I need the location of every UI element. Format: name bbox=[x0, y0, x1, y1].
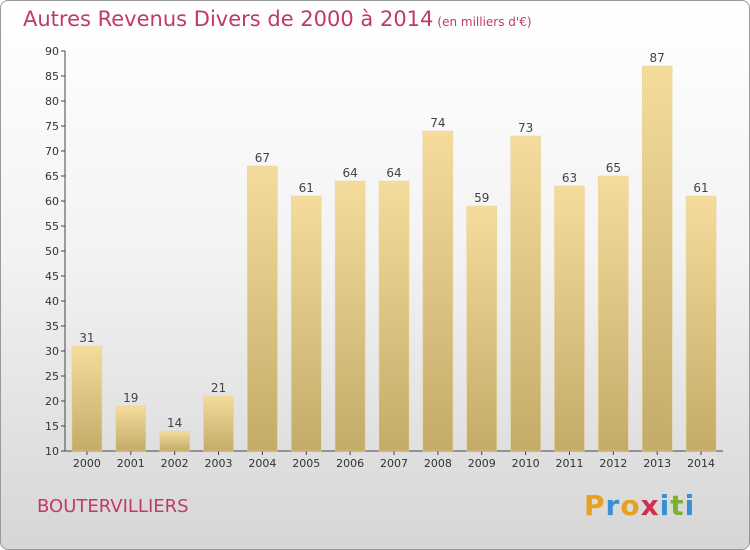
x-tick-label: 2005 bbox=[292, 457, 320, 470]
axes: 10 15 20 25 30 35 40 45 50 55 60 65 70 75 80 85 90 2000 20… bbox=[45, 45, 723, 470]
data-label: 59 bbox=[474, 191, 489, 205]
x-tick-label: 2002 bbox=[161, 457, 189, 470]
location-label: BOUTERVILLIERS bbox=[37, 496, 189, 517]
y-tick-label: 60 bbox=[45, 195, 59, 208]
logo-letter: o bbox=[620, 489, 641, 522]
logo-letter: t bbox=[670, 489, 685, 522]
bar-2001 bbox=[115, 405, 147, 452]
data-label: 61 bbox=[299, 181, 314, 195]
bar-2005 bbox=[291, 195, 322, 452]
y-tick-label: 35 bbox=[45, 320, 59, 333]
bar-2007 bbox=[378, 180, 410, 452]
x-tick-label: 2013 bbox=[643, 457, 671, 470]
x-tick-label: 2014 bbox=[687, 457, 715, 470]
y-tick-label: 25 bbox=[45, 370, 59, 383]
chart-title: Autres Revenus Divers de 2000 à 2014 (en … bbox=[23, 7, 532, 31]
bar-2003 bbox=[203, 395, 234, 452]
data-label: 64 bbox=[386, 166, 401, 180]
x-tick-label: 2000 bbox=[73, 457, 101, 470]
logo-letter: i bbox=[684, 489, 696, 522]
y-tick-label: 70 bbox=[45, 145, 59, 158]
title-text: Autres Revenus Divers de 2000 à 2014 bbox=[23, 7, 434, 31]
data-label: 14 bbox=[167, 416, 182, 430]
x-tick-label: 2007 bbox=[380, 457, 408, 470]
y-tick-label: 45 bbox=[45, 270, 59, 283]
x-tick-label: 2006 bbox=[336, 457, 364, 470]
x-tick-label: 2001 bbox=[117, 457, 145, 470]
bar-2006 bbox=[334, 180, 366, 452]
data-labels: 31 19 14 21 67 61 64 64 74 59 73 63 65 87 61 bbox=[79, 51, 708, 430]
bar-2010 bbox=[510, 135, 541, 452]
bar-2002 bbox=[159, 430, 190, 452]
data-label: 31 bbox=[79, 331, 94, 345]
bar-2008 bbox=[422, 130, 454, 452]
x-tick-label: 2009 bbox=[468, 457, 496, 470]
x-tick-label: 2010 bbox=[512, 457, 540, 470]
bars bbox=[71, 65, 717, 452]
y-tick-label: 15 bbox=[45, 420, 59, 433]
bar-2012 bbox=[598, 175, 629, 452]
y-tick-label: 40 bbox=[45, 295, 59, 308]
y-tick-label: 10 bbox=[45, 445, 59, 458]
bar-2004 bbox=[247, 165, 278, 452]
x-tick-label: 2008 bbox=[424, 457, 452, 470]
data-label: 63 bbox=[562, 171, 577, 185]
logo-letter: P bbox=[584, 489, 606, 522]
data-label: 67 bbox=[255, 151, 270, 165]
proxiti-logo: Proxiti bbox=[584, 489, 695, 522]
bar-2014 bbox=[685, 195, 717, 452]
y-tick-label: 80 bbox=[45, 95, 59, 108]
data-label: 64 bbox=[342, 166, 357, 180]
logo-letter: r bbox=[605, 489, 621, 522]
y-tick-label: 75 bbox=[45, 120, 59, 133]
bar-2011 bbox=[554, 185, 585, 452]
unit-note: (en milliers d'€) bbox=[437, 15, 532, 29]
y-tick-label: 20 bbox=[45, 395, 59, 408]
y-tick-label: 90 bbox=[45, 45, 59, 58]
y-tick-label: 85 bbox=[45, 70, 59, 83]
data-label: 87 bbox=[650, 51, 665, 65]
data-label: 73 bbox=[518, 121, 533, 135]
y-tick-label: 50 bbox=[45, 245, 59, 258]
x-tick-label: 2003 bbox=[205, 457, 233, 470]
y-tick-label: 65 bbox=[45, 170, 59, 183]
data-label: 19 bbox=[123, 391, 138, 405]
x-tick-label: 2004 bbox=[248, 457, 276, 470]
data-label: 74 bbox=[430, 116, 445, 130]
bar-2009 bbox=[466, 205, 497, 452]
bar-2000 bbox=[71, 345, 103, 452]
y-tick-label: 55 bbox=[45, 220, 59, 233]
x-tick-label: 2012 bbox=[599, 457, 627, 470]
data-label: 61 bbox=[693, 181, 708, 195]
data-label: 21 bbox=[211, 381, 226, 395]
data-label: 65 bbox=[606, 161, 621, 175]
logo-letter: x bbox=[640, 489, 660, 522]
x-tick-label: 2011 bbox=[555, 457, 583, 470]
bar-2013 bbox=[641, 65, 673, 452]
logo-letter: i bbox=[659, 489, 671, 522]
y-tick-label: 30 bbox=[45, 345, 59, 358]
